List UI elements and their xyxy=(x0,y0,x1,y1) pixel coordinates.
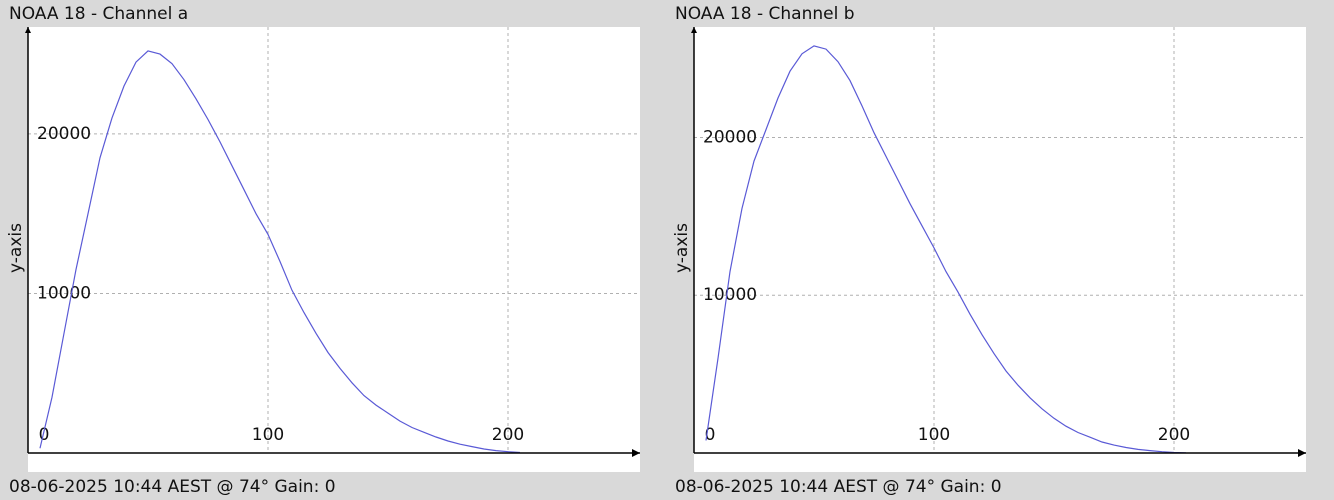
y-axis-arrow xyxy=(25,27,31,33)
x-axis-arrow xyxy=(1298,449,1306,457)
plot-background xyxy=(28,27,640,472)
data-line xyxy=(705,45,1187,454)
chart-panel: NOAA 18 - Channel a 08-06-2025 10:44 AEST… xyxy=(6,4,640,497)
footer-status: 08-06-2025 10:44 AEST @ 74° Gain: 0 xyxy=(9,477,336,497)
plot-background xyxy=(694,27,1306,472)
y-tick-label: 10000 xyxy=(37,283,91,303)
x-tick-label: 100 xyxy=(252,425,284,445)
y-tick-label: 20000 xyxy=(37,124,91,144)
chart-panel: NOAA 18 - Channel b 08-06-2025 10:44 AEST… xyxy=(672,4,1306,497)
chart-title: NOAA 18 - Channel a xyxy=(9,4,188,24)
x-tick-label: 0 xyxy=(39,425,50,445)
y-axis-label: y-axis xyxy=(672,223,692,273)
y-axis-label: y-axis xyxy=(6,223,26,273)
x-axis-arrow xyxy=(632,449,640,457)
y-tick-label: 20000 xyxy=(703,127,757,147)
chart-title: NOAA 18 - Channel b xyxy=(675,4,855,24)
footer-status: 08-06-2025 10:44 AEST @ 74° Gain: 0 xyxy=(675,477,1002,497)
x-tick-label: 200 xyxy=(1158,425,1190,445)
x-tick-label: 0 xyxy=(705,425,716,445)
y-axis-arrow xyxy=(691,27,697,33)
y-tick-label: 10000 xyxy=(703,285,757,305)
data-line xyxy=(39,50,521,454)
x-tick-label: 200 xyxy=(492,425,524,445)
x-tick-label: 100 xyxy=(918,425,950,445)
